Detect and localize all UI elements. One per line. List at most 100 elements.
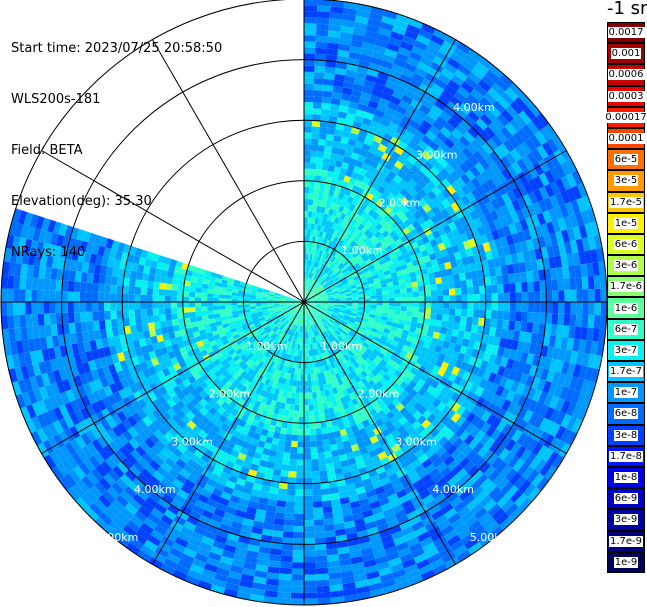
backscatter-cell xyxy=(251,457,261,466)
backscatter-cell xyxy=(327,121,337,130)
backscatter-cell xyxy=(291,349,296,356)
backscatter-cell xyxy=(307,306,312,312)
backscatter-cell xyxy=(324,275,331,282)
backscatter-cell xyxy=(561,229,570,243)
backscatter-cell xyxy=(192,347,201,355)
backscatter-cell xyxy=(477,146,489,159)
backscatter-cell xyxy=(189,397,199,407)
backscatter-cell xyxy=(419,429,430,439)
backscatter-cell xyxy=(356,230,364,239)
backscatter-cell xyxy=(461,147,473,159)
backscatter-cell xyxy=(160,514,174,526)
backscatter-cell xyxy=(330,152,338,161)
backscatter-cell xyxy=(445,268,454,276)
backscatter-cell xyxy=(380,534,394,545)
backscatter-cell xyxy=(275,506,286,514)
backscatter-cell xyxy=(203,402,213,412)
backscatter-cell xyxy=(184,370,193,379)
backscatter-cell xyxy=(495,460,508,474)
backscatter-cell xyxy=(257,326,264,332)
backscatter-cell xyxy=(244,480,254,489)
backscatter-cell xyxy=(337,404,345,412)
backscatter-cell xyxy=(246,416,254,425)
backscatter-cell xyxy=(403,218,412,228)
backscatter-cell xyxy=(506,202,516,214)
backscatter-cell xyxy=(330,103,340,112)
backscatter-cell xyxy=(315,306,321,310)
backscatter-cell xyxy=(330,235,336,242)
backscatter-cell xyxy=(339,186,347,195)
backscatter-cell xyxy=(157,541,172,553)
backscatter-cell xyxy=(558,302,565,314)
backscatter-cell xyxy=(330,284,337,289)
backscatter-cell xyxy=(117,399,128,411)
backscatter-cell xyxy=(342,281,349,286)
backscatter-cell xyxy=(383,584,398,595)
backscatter-cell xyxy=(413,401,423,411)
backscatter-cell xyxy=(459,135,471,147)
backscatter-cell xyxy=(311,477,321,484)
backscatter-cell xyxy=(416,238,425,247)
backscatter-cell xyxy=(291,580,304,587)
backscatter-cell xyxy=(264,343,270,350)
backscatter-cell xyxy=(137,419,148,431)
backscatter-cell xyxy=(322,324,328,331)
backscatter-cell xyxy=(369,94,381,104)
backscatter-cell xyxy=(342,389,349,397)
backscatter-cell xyxy=(314,537,326,545)
backscatter-cell xyxy=(196,520,209,531)
backscatter-cell xyxy=(409,429,420,440)
backscatter-cell xyxy=(226,440,236,450)
backscatter-cell xyxy=(400,135,411,146)
backscatter-cell xyxy=(132,493,146,506)
backscatter-cell xyxy=(105,355,114,366)
backscatter-cell xyxy=(150,357,160,367)
backscatter-cell xyxy=(199,541,213,552)
backscatter-cell xyxy=(304,435,311,442)
backscatter-cell xyxy=(317,403,324,411)
backscatter-cell xyxy=(286,422,294,429)
backscatter-cell xyxy=(449,211,459,222)
backscatter-cell xyxy=(332,424,340,432)
backscatter-cell xyxy=(502,347,511,359)
backscatter-cell xyxy=(402,329,410,336)
backscatter-cell xyxy=(417,257,425,265)
backscatter-cell xyxy=(352,512,364,521)
backscatter-cell xyxy=(471,486,485,499)
backscatter-cell xyxy=(316,303,323,305)
backscatter-cell xyxy=(308,285,312,292)
backscatter-cell xyxy=(558,242,567,256)
backscatter-cell xyxy=(140,345,149,355)
backscatter-cell xyxy=(400,292,407,298)
backscatter-cell xyxy=(362,477,373,487)
backscatter-cell xyxy=(394,160,404,170)
backscatter-cell xyxy=(206,524,219,535)
backscatter-cell xyxy=(176,400,186,410)
backscatter-cell xyxy=(495,432,507,445)
backscatter-cell xyxy=(304,108,313,115)
backscatter-cell xyxy=(364,390,372,399)
backscatter-cell xyxy=(294,507,304,515)
backscatter-cell xyxy=(323,78,335,86)
backscatter-cell xyxy=(315,294,321,298)
backscatter-cell xyxy=(41,425,54,440)
backscatter-cell xyxy=(261,528,274,537)
backscatter-cell xyxy=(325,267,331,274)
backscatter-cell xyxy=(306,350,309,357)
backscatter-cell xyxy=(404,145,415,155)
backscatter-cell xyxy=(273,327,279,333)
backscatter-cell xyxy=(116,461,129,474)
backscatter-cell xyxy=(411,547,425,559)
backscatter-cell xyxy=(311,280,316,286)
backscatter-cell xyxy=(443,355,452,364)
backscatter-cell xyxy=(475,261,483,271)
backscatter-cell xyxy=(269,486,279,495)
backscatter-cell xyxy=(483,126,496,139)
backscatter-cell xyxy=(578,339,587,353)
backscatter-cell xyxy=(353,382,361,391)
backscatter-cell xyxy=(112,516,127,530)
backscatter-cell xyxy=(509,101,524,115)
backscatter-cell xyxy=(249,494,260,503)
backscatter-cell xyxy=(299,307,302,314)
backscatter-cell xyxy=(440,67,455,80)
